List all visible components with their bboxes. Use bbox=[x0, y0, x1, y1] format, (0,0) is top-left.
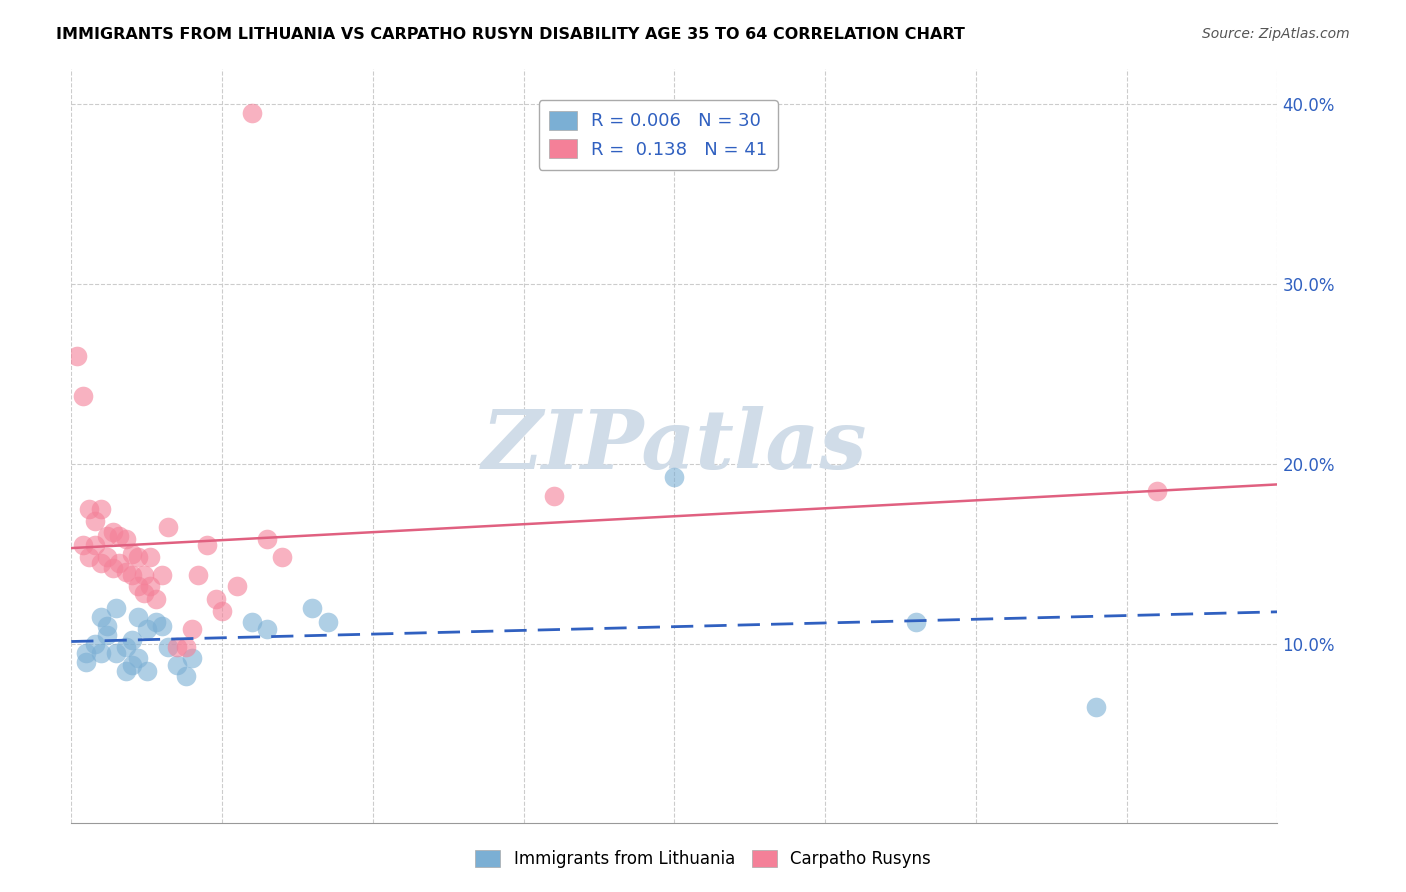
Text: ZIPatlas: ZIPatlas bbox=[482, 406, 868, 486]
Point bbox=[166, 640, 188, 655]
Point bbox=[138, 579, 160, 593]
Point bbox=[114, 640, 136, 655]
Point bbox=[108, 529, 131, 543]
Point bbox=[301, 600, 323, 615]
Point bbox=[121, 547, 143, 561]
Point bbox=[904, 615, 927, 629]
Point bbox=[121, 658, 143, 673]
Point bbox=[195, 538, 218, 552]
Point bbox=[145, 591, 167, 606]
Point bbox=[316, 615, 339, 629]
Legend: R = 0.006   N = 30, R =  0.138   N = 41: R = 0.006 N = 30, R = 0.138 N = 41 bbox=[538, 100, 778, 169]
Legend: Immigrants from Lithuania, Carpatho Rusyns: Immigrants from Lithuania, Carpatho Rusy… bbox=[468, 843, 938, 875]
Point bbox=[84, 637, 107, 651]
Point bbox=[121, 568, 143, 582]
Point bbox=[256, 533, 278, 547]
Point bbox=[138, 550, 160, 565]
Point bbox=[90, 609, 112, 624]
Point bbox=[135, 623, 157, 637]
Point bbox=[103, 561, 125, 575]
Point bbox=[75, 655, 97, 669]
Text: Source: ZipAtlas.com: Source: ZipAtlas.com bbox=[1202, 27, 1350, 41]
Point bbox=[108, 556, 131, 570]
Point bbox=[127, 609, 149, 624]
Point bbox=[90, 556, 112, 570]
Point bbox=[105, 646, 128, 660]
Point bbox=[174, 640, 197, 655]
Point bbox=[127, 550, 149, 565]
Point bbox=[72, 538, 94, 552]
Point bbox=[135, 664, 157, 678]
Point bbox=[105, 600, 128, 615]
Point bbox=[96, 529, 118, 543]
Point bbox=[132, 568, 155, 582]
Point bbox=[84, 515, 107, 529]
Point bbox=[121, 633, 143, 648]
Point bbox=[114, 664, 136, 678]
Point bbox=[156, 520, 179, 534]
Point bbox=[271, 550, 294, 565]
Point bbox=[664, 469, 686, 483]
Point bbox=[150, 619, 173, 633]
Point bbox=[1146, 483, 1168, 498]
Point bbox=[226, 579, 249, 593]
Point bbox=[96, 550, 118, 565]
Point bbox=[156, 640, 179, 655]
Point bbox=[103, 525, 125, 540]
Point bbox=[90, 502, 112, 516]
Point bbox=[75, 646, 97, 660]
Text: IMMIGRANTS FROM LITHUANIA VS CARPATHO RUSYN DISABILITY AGE 35 TO 64 CORRELATION : IMMIGRANTS FROM LITHUANIA VS CARPATHO RU… bbox=[56, 27, 965, 42]
Point bbox=[543, 489, 565, 503]
Point bbox=[166, 658, 188, 673]
Point bbox=[127, 579, 149, 593]
Point bbox=[96, 619, 118, 633]
Point bbox=[240, 615, 263, 629]
Point bbox=[79, 502, 101, 516]
Point bbox=[127, 651, 149, 665]
Point bbox=[132, 586, 155, 600]
Point bbox=[211, 604, 233, 618]
Point bbox=[180, 651, 202, 665]
Point bbox=[187, 568, 209, 582]
Point bbox=[66, 349, 89, 363]
Point bbox=[114, 565, 136, 579]
Point bbox=[174, 669, 197, 683]
Point bbox=[145, 615, 167, 629]
Point bbox=[90, 646, 112, 660]
Point bbox=[205, 591, 228, 606]
Point bbox=[79, 550, 101, 565]
Point bbox=[256, 623, 278, 637]
Point bbox=[180, 623, 202, 637]
Point bbox=[84, 538, 107, 552]
Point bbox=[114, 533, 136, 547]
Point bbox=[240, 106, 263, 120]
Point bbox=[96, 628, 118, 642]
Point bbox=[1085, 699, 1108, 714]
Point bbox=[72, 389, 94, 403]
Point bbox=[150, 568, 173, 582]
